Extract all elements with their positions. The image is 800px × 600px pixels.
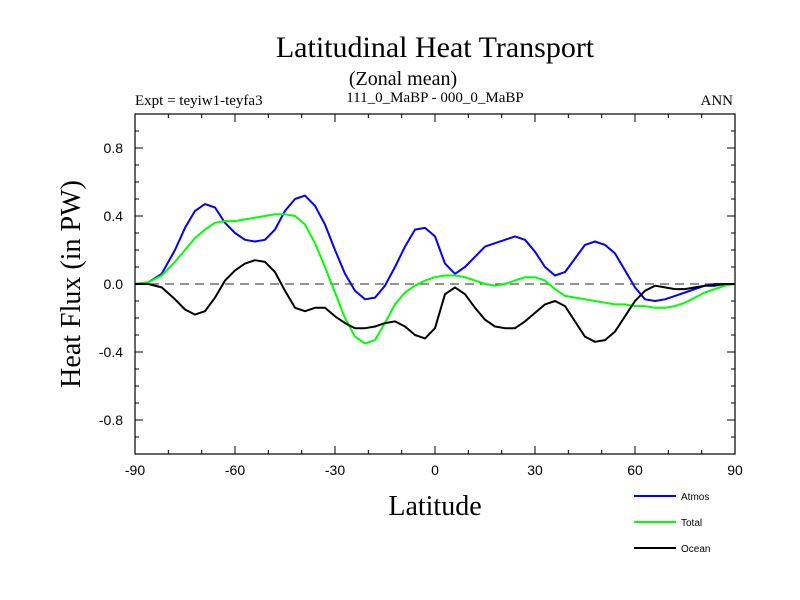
x-tick-label: -60: [225, 462, 245, 478]
x-tick-label: 90: [727, 462, 743, 478]
y-axis-label: Heat Flux (in PW): [56, 180, 87, 388]
period-label: 111_0_MaBP - 000_0_MaBP: [346, 90, 524, 106]
chart-subtitle: (Zonal mean): [349, 68, 457, 90]
legend: Atmos Total Ocean: [634, 492, 710, 555]
legend-label-atmos: Atmos: [681, 492, 709, 503]
series-line-ocean: [135, 259, 735, 343]
legend-label-ocean: Ocean: [681, 544, 710, 555]
x-tick-label: 30: [527, 462, 543, 478]
series-line-atmos: [134, 194, 735, 302]
x-tick-label: 0: [431, 462, 439, 478]
y-tick-label: 0.4: [104, 208, 124, 224]
x-tick-label: -90: [125, 462, 145, 478]
y-tick-label: 0.8: [104, 140, 124, 156]
x-axis-label: Latitude: [388, 491, 481, 522]
chart-title: Latitudinal Heat Transport: [276, 31, 595, 64]
legend-label-total: Total: [681, 518, 702, 529]
x-tick-label: -30: [325, 462, 345, 478]
experiment-label: Expt = teyiw1-teyfa3: [135, 93, 263, 109]
season-label: ANN: [701, 93, 734, 109]
y-tick-label: 0.0: [104, 276, 124, 292]
y-tick-label: -0.4: [99, 344, 123, 360]
plot-area: -90 -60 -30 0 30 60 90 -0.8 -0.4 0.0 0.4 0.8: [99, 113, 743, 478]
series-line-total: [134, 213, 736, 345]
x-tick-label: 60: [627, 462, 643, 478]
y-tick-label: -0.8: [99, 412, 123, 428]
